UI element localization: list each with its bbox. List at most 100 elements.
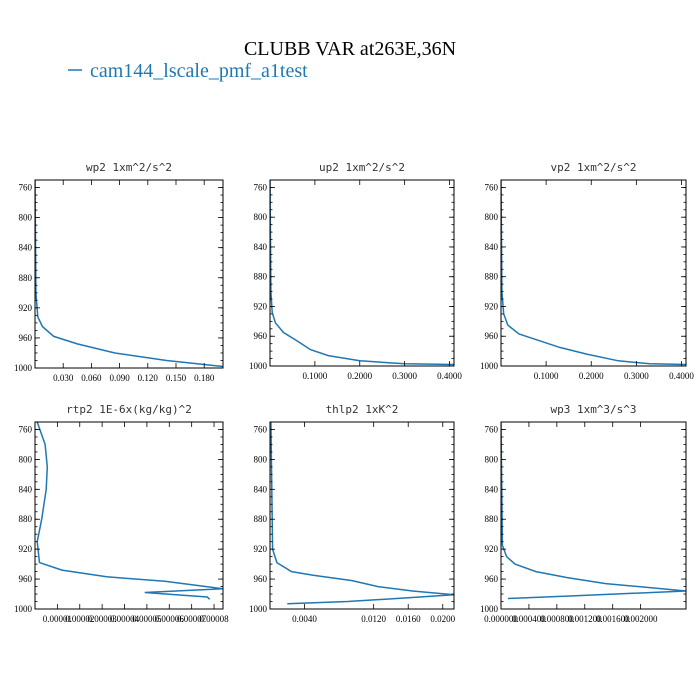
x-tick-label: 0.0040: [292, 614, 317, 624]
y-tick-label: 840: [19, 243, 33, 253]
y-tick-label: 1000: [480, 604, 499, 614]
x-tick-label: 0.000400: [512, 614, 546, 624]
y-tick-label: 960: [19, 574, 33, 584]
series-line: [270, 180, 454, 366]
x-tick-label: 0.00008: [199, 614, 229, 624]
x-tick-label: 0.0200: [430, 614, 455, 624]
y-tick-label: 920: [254, 301, 268, 311]
panel-3: vp2 1xm^2/s^2 760 800 840 880 920 960 1000 0.100…: [480, 161, 694, 381]
y-tick-label: 800: [485, 212, 499, 222]
x-tick-label: 0.00005: [132, 614, 162, 624]
y-tick-label: 760: [254, 424, 268, 434]
y-tick-label: 1000: [14, 604, 33, 614]
y-tick-label: 960: [19, 333, 33, 343]
series-line: [35, 180, 223, 368]
panel-4: rtp2 1E-6x(kg/kg)^2 760 800 840 880 920 960 100…: [14, 403, 229, 624]
y-tick-label: 760: [19, 424, 33, 434]
y-tick-label: 840: [19, 484, 33, 494]
y-tick-label: 880: [19, 514, 33, 524]
x-tick-label: 0.0160: [396, 614, 421, 624]
y-tick-label: 840: [254, 242, 268, 252]
y-tick-label: 960: [485, 574, 499, 584]
y-tick-label: 840: [254, 484, 268, 494]
x-tick-label: 0.00006: [155, 614, 185, 624]
x-tick-label: 0.060: [81, 373, 102, 383]
y-tick-label: 760: [485, 424, 499, 434]
y-tick-label: 880: [254, 272, 268, 282]
plot-frame: [500, 421, 687, 610]
panel-5: thlp2 1xK^2 760 800 840 880 920 960 1000 0.0040 0…: [249, 403, 456, 624]
y-tick-label: 880: [485, 272, 499, 282]
y-tick-label: 960: [254, 331, 268, 341]
x-tick-label: 0.150: [166, 373, 187, 383]
x-tick-label: 0.001600: [596, 614, 630, 624]
x-tick-label: 0.00004: [110, 614, 140, 624]
y-tick-label: 840: [485, 484, 499, 494]
x-tick-label: 0.1000: [534, 371, 559, 381]
x-tick-label: 0.00003: [88, 614, 118, 624]
panel-title: wp2 1xm^2/s^2: [86, 161, 172, 174]
y-tick-label: 800: [485, 454, 499, 464]
y-tick-label: 760: [254, 182, 268, 192]
y-tick-label: 920: [485, 544, 499, 554]
y-tick-label: 920: [254, 544, 268, 554]
x-tick-label: 0.0120: [361, 614, 386, 624]
panel-2: up2 1xm^2/s^2 760 800 840 880 920 960 1000 0.100…: [249, 161, 462, 381]
x-tick-label: 0.1000: [303, 371, 328, 381]
y-tick-label: 840: [485, 242, 499, 252]
y-tick-label: 800: [254, 454, 268, 464]
x-tick-label: 0.4000: [437, 371, 462, 381]
y-tick-label: 920: [19, 303, 33, 313]
x-tick-label: 0.001200: [568, 614, 602, 624]
panel-1: wp2 1xm^2/s^2 760 800 840 880 920 960 1000 0.030…: [14, 161, 224, 383]
x-tick-label: 0.2000: [579, 371, 604, 381]
y-tick-label: 800: [254, 212, 268, 222]
x-tick-label: 0.3000: [624, 371, 649, 381]
series-line: [270, 422, 454, 605]
x-tick-label: 0.000000: [484, 614, 518, 624]
x-tick-label: 0.000800: [540, 614, 574, 624]
figure-title: CLUBB VAR at263E,36N: [244, 38, 456, 60]
plot-frame: [34, 179, 224, 369]
y-tick-label: 800: [19, 213, 33, 223]
x-tick-label: 0.4000: [669, 371, 694, 381]
plot-frame: [269, 421, 455, 610]
panel-title: thlp2 1xK^2: [326, 403, 399, 416]
legend: cam144_lscale_pmf_a1test: [68, 60, 308, 82]
y-tick-label: 760: [19, 183, 33, 193]
y-tick-label: 880: [19, 273, 33, 283]
x-tick-label: 0.00001: [43, 614, 72, 624]
y-tick-label: 880: [485, 514, 499, 524]
panel-6: wp3 1xm^3/s^376080084088092096010000.000…: [480, 403, 687, 624]
y-tick-label: 960: [485, 331, 499, 341]
y-tick-label: 1000: [480, 361, 499, 371]
legend-label: cam144_lscale_pmf_a1test: [90, 60, 308, 82]
plot-frame: [34, 421, 224, 610]
x-tick-label: 0.00007: [177, 614, 207, 624]
y-tick-label: 880: [254, 514, 268, 524]
y-tick-label: 960: [254, 574, 268, 584]
y-tick-label: 1000: [249, 604, 268, 614]
x-tick-label: 0.180: [194, 373, 215, 383]
x-tick-label: 0.3000: [392, 371, 417, 381]
panel-title: up2 1xm^2/s^2: [319, 161, 405, 174]
plot-frame: [500, 179, 687, 367]
y-tick-label: 1000: [249, 361, 268, 371]
plot-frame: [269, 179, 455, 367]
x-tick-label: 0.002000: [624, 614, 658, 624]
panels: wp2 1xm^2/s^2 760 800 840 880 920 960 1000 0.030…: [14, 161, 694, 624]
y-tick-label: 760: [485, 182, 499, 192]
y-tick-label: 920: [485, 301, 499, 311]
x-tick-label: 0.090: [109, 373, 130, 383]
series-line: [501, 180, 686, 366]
y-tick-label: 920: [19, 544, 33, 554]
series-line: [501, 422, 686, 600]
y-tick-label: 800: [19, 454, 33, 464]
panel-title: wp3 1xm^3/s^3: [550, 403, 636, 416]
x-tick-label: 0.2000: [347, 371, 372, 381]
panel-title: vp2 1xm^2/s^2: [550, 161, 636, 174]
x-tick-label: 0.00002: [65, 614, 94, 624]
x-tick-label: 0.120: [138, 373, 159, 383]
x-tick-label: 0.030: [53, 373, 74, 383]
